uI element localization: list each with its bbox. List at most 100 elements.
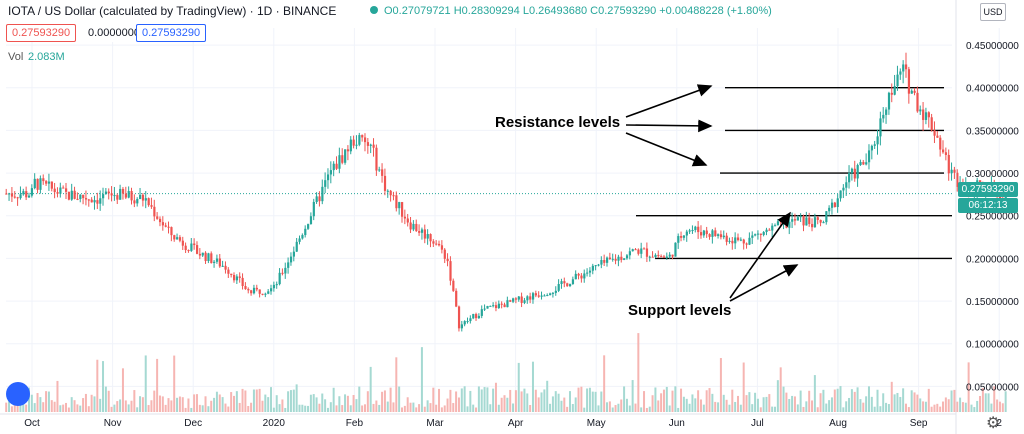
- volume-bar: [705, 390, 708, 412]
- candle-body: [714, 230, 717, 237]
- candle-body: [275, 284, 278, 286]
- volume-label: Vol: [8, 51, 24, 63]
- candle-body: [267, 291, 270, 294]
- bid-chip[interactable]: 0.27593290: [6, 24, 77, 42]
- volume-bar: [27, 387, 30, 412]
- tradingview-logo-icon[interactable]: [6, 382, 30, 406]
- volume-bar: [674, 386, 677, 412]
- volume-bar: [429, 403, 432, 412]
- currency-button[interactable]: USD: [980, 3, 1006, 21]
- volume-bar: [600, 391, 603, 412]
- candle-body: [90, 199, 93, 203]
- candle-body: [104, 191, 108, 195]
- candle-body: [699, 232, 703, 236]
- candle-body: [309, 216, 313, 225]
- ask-chip[interactable]: 0.27593290: [136, 24, 207, 42]
- volume-bar: [284, 407, 287, 412]
- volume-bar: [307, 405, 310, 412]
- volume-bar: [70, 397, 73, 412]
- volume-bar: [742, 362, 745, 412]
- y-tick-label: 0.30000000: [966, 169, 1019, 180]
- candle-body: [170, 227, 173, 236]
- volume-bar: [466, 406, 469, 412]
- volume-bar: [993, 386, 996, 412]
- candle-body: [10, 193, 14, 197]
- candle-body: [648, 256, 651, 258]
- candle-body: [218, 258, 221, 267]
- candle-body: [289, 256, 293, 263]
- volume-bar: [811, 400, 814, 412]
- volume-bar: [267, 397, 270, 412]
- candle-body: [295, 241, 298, 252]
- x-tick-label: Sep: [910, 418, 928, 429]
- volume-bar: [922, 401, 925, 412]
- y-tick-label: 0.20000000: [966, 254, 1019, 265]
- candle-body: [386, 190, 389, 192]
- volume-bar: [36, 393, 39, 412]
- volume-bar: [617, 403, 620, 412]
- volume-bar: [153, 390, 156, 412]
- candle-body: [557, 284, 560, 291]
- volume-bar: [560, 400, 563, 412]
- volume-bar: [173, 355, 176, 412]
- gear-icon[interactable]: ⚙: [986, 415, 1001, 432]
- candle-body: [509, 300, 512, 302]
- volume-bar: [645, 407, 648, 412]
- volume-bar: [853, 391, 856, 412]
- candle-body: [198, 253, 202, 256]
- candle-body: [429, 234, 432, 242]
- candle-body: [956, 172, 959, 187]
- x-tick-label: May: [587, 418, 606, 429]
- candle-body: [284, 267, 287, 274]
- candle-body: [514, 298, 518, 300]
- volume-bar: [944, 397, 947, 412]
- candles: [5, 52, 1007, 332]
- candle-body: [913, 90, 916, 93]
- support-label: Support levels: [628, 302, 732, 319]
- candle-body: [950, 169, 953, 174]
- candle-body: [99, 198, 102, 204]
- candle-body: [808, 217, 811, 224]
- candle-body: [662, 256, 666, 258]
- volume-bar: [130, 400, 133, 412]
- candle-body: [102, 194, 105, 199]
- volume-bar: [201, 405, 204, 412]
- candle-body: [281, 272, 284, 274]
- candle-body: [529, 296, 532, 300]
- volume-bar: [110, 406, 113, 412]
- candle-body: [813, 217, 817, 228]
- candle-body: [178, 237, 182, 241]
- candle-body: [856, 165, 859, 179]
- x-tick-label: Feb: [346, 418, 364, 429]
- candle-body: [623, 258, 626, 260]
- volume-bar: [84, 393, 87, 412]
- candle-body: [415, 223, 418, 232]
- candle-body: [307, 224, 310, 229]
- volume-bar: [90, 394, 93, 412]
- candle-body: [369, 144, 372, 146]
- candle-body: [130, 191, 133, 201]
- volume-bar: [227, 406, 230, 412]
- volume-bar: [1001, 403, 1004, 412]
- volume-bar: [910, 390, 913, 412]
- volume-bar: [896, 392, 899, 412]
- volume-bar: [819, 393, 822, 412]
- volume-bar: [549, 403, 552, 412]
- volume-bar: [836, 388, 839, 412]
- candle-body: [512, 298, 515, 302]
- volume-bar: [295, 384, 298, 412]
- volume-bar: [446, 398, 449, 412]
- candle-body: [876, 136, 879, 145]
- volume-bar: [39, 397, 42, 412]
- candle-body: [176, 237, 179, 240]
- candle-body: [594, 265, 597, 267]
- volume-bar: [435, 404, 438, 412]
- y-tick-label: 0.10000000: [966, 340, 1019, 351]
- volume-bar: [981, 388, 984, 412]
- candle-body: [335, 163, 338, 169]
- candle-body: [215, 258, 219, 262]
- x-tick-label: Mar: [426, 418, 444, 429]
- candle-body: [116, 195, 119, 200]
- candle-body: [121, 188, 125, 194]
